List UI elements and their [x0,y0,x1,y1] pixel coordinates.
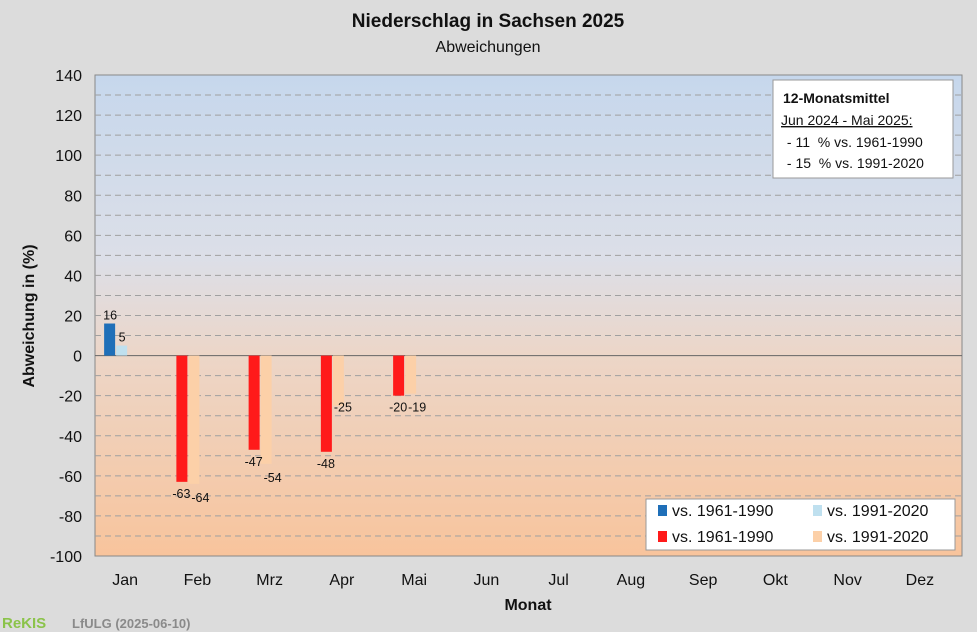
x-tick-label: Jun [473,572,499,589]
x-tick-label: Apr [329,572,355,589]
data-label: -54 [264,471,282,485]
bar [320,355,332,452]
rekis-logo: ReKIS [2,615,46,632]
bar [393,355,405,396]
legend-label-pos-1961: vs. 1961-1990 [672,503,774,520]
bar [116,345,128,356]
legend: vs. 1961-1990 vs. 1991-2020 vs. 1961-199… [645,498,956,551]
y-tick-label: 20 [64,309,82,326]
bar [332,355,344,406]
annotation-line-2: - 15 % vs. 1991-2020 [783,155,924,171]
bar [188,355,200,484]
y-tick-label: 100 [55,148,82,165]
legend-swatch-pos-1961 [658,505,667,516]
x-tick-label: Mrz [256,572,283,589]
data-label: -63 [172,487,190,501]
legend-label-neg-1961: vs. 1961-1990 [672,529,774,546]
data-label: 5 [119,331,126,345]
y-tick-label: -100 [50,549,82,566]
y-tick-label: -60 [59,469,82,486]
legend-label-neg-1991: vs. 1991-2020 [827,529,929,546]
y-tick-label: 140 [55,68,82,85]
y-axis-ticks: 140 120 100 80 60 40 20 0 -20 -40 -60 -80 -100 [50,68,82,566]
legend-swatch-pos-1991 [813,505,822,516]
y-axis-title: Abweichung in (%) [21,244,38,387]
x-tick-label: Jan [112,572,138,589]
bars [104,323,417,484]
bar [104,323,116,356]
data-label: -48 [317,457,335,471]
data-labels: 165 -63 -64 -47-54 -48 -25 -20 -19 [103,309,426,505]
y-tick-label: -40 [59,429,82,446]
annotation-title: 12-Monatsmittel [783,90,890,106]
x-tick-label: Aug [617,572,645,589]
data-label: -20 [389,401,407,415]
annotation-box: 12-Monatsmittel Jun 2024 - Mai 2025: - 1… [772,79,954,179]
source-note: LfULG (2025-06-10) [72,616,190,631]
data-label: -64 [191,491,209,505]
bar [405,355,417,394]
data-label: -47 [245,455,263,469]
x-axis-ticks: Jan Feb Mrz Apr Mai Jun Jul Aug Sep Okt Nov Dez [112,572,934,589]
y-tick-label: 0 [73,349,82,366]
data-label: 16 [103,309,117,323]
x-tick-label: Mai [401,572,427,589]
chart-subtitle: Abweichungen [436,39,541,56]
y-tick-label: -80 [59,509,82,526]
bar [260,355,272,464]
bar [248,355,260,450]
chart-title: Niederschlag in Sachsen 2025 [352,11,625,32]
x-tick-label: Feb [184,572,212,589]
legend-swatch-neg-1991 [813,531,822,542]
annotation-line-1: - 11 % vs. 1961-1990 [783,134,923,150]
x-tick-label: Okt [763,572,788,589]
y-tick-label: 80 [64,188,82,205]
bar [176,355,188,482]
x-tick-label: Sep [689,572,718,589]
y-tick-label: 60 [64,228,82,245]
y-tick-label: 120 [55,108,82,125]
x-tick-label: Nov [833,572,861,589]
y-tick-label: 40 [64,268,82,285]
x-tick-label: Jul [548,572,568,589]
annotation-period: Jun 2024 - Mai 2025: [781,112,913,128]
legend-label-pos-1991: vs. 1991-2020 [827,503,929,520]
legend-swatch-neg-1961 [658,531,667,542]
x-tick-label: Dez [906,572,934,589]
x-axis-title: Monat [504,597,552,614]
data-label: -25 [334,401,352,415]
y-tick-label: -20 [59,389,82,406]
data-label: -19 [408,401,426,415]
